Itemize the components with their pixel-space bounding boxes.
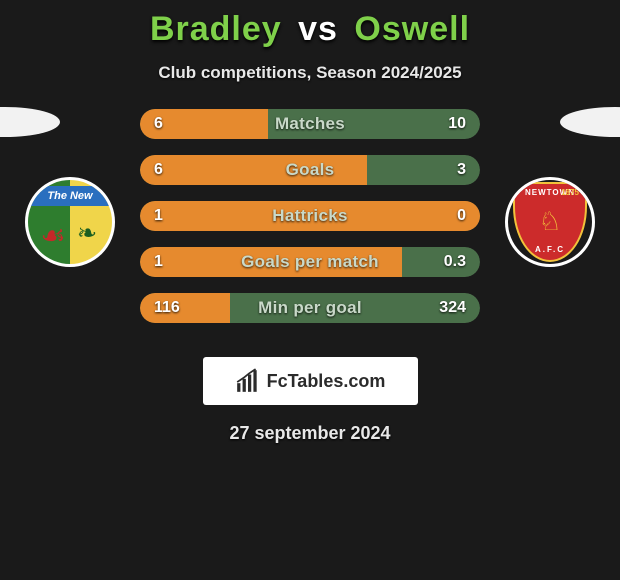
stat-value-left: 1: [154, 247, 163, 277]
stat-value-left: 116: [154, 293, 180, 323]
stat-bar: Matches6 10: [140, 109, 480, 139]
stat-label: Min per goal: [140, 293, 480, 323]
comparison-stage: The New ☙ ❧ NEWTOWN 1875 ♘ A.F.C Matches…: [0, 107, 620, 347]
stat-label: Hattricks: [140, 201, 480, 231]
title-player1: Bradley: [150, 10, 282, 48]
stat-bar: Hattricks1 0: [140, 201, 480, 231]
watermark-text: FcTables.com: [267, 371, 386, 392]
stat-value-left: 6: [154, 155, 163, 185]
crest-right-afc: A.F.C: [535, 245, 565, 254]
stat-bar: Min per goal116 324: [140, 293, 480, 323]
stat-bar: Goals per match1 0.3: [140, 247, 480, 277]
crest-left-top-text: The New: [28, 186, 112, 206]
dragon-icon: ☙: [38, 219, 68, 249]
subtitle: Club competitions, Season 2024/2025: [0, 63, 620, 83]
stat-value-right: 10: [448, 109, 466, 139]
crest-right-year: 1875: [561, 188, 579, 197]
stat-value-left: 6: [154, 109, 163, 139]
bar-chart-icon: [235, 368, 261, 394]
stat-value-right: 324: [439, 293, 466, 323]
stat-value-right: 3: [457, 155, 466, 185]
page-title: Bradley vs Oswell: [0, 0, 620, 49]
stat-value-left: 1: [154, 201, 163, 231]
stat-bar: Goals6 3: [140, 155, 480, 185]
stat-label: Matches: [140, 109, 480, 139]
stat-label: Goals: [140, 155, 480, 185]
club-crest-right: NEWTOWN 1875 ♘ A.F.C: [505, 177, 595, 267]
stat-value-right: 0: [457, 201, 466, 231]
title-player2: Oswell: [354, 10, 470, 48]
club-crest-left: The New ☙ ❧: [25, 177, 115, 267]
stat-value-right: 0.3: [444, 247, 466, 277]
stat-bars: Matches610Goals63Hattricks10Goals per ma…: [140, 109, 480, 339]
title-vs: vs: [298, 10, 338, 48]
bird-icon: ❧: [72, 219, 102, 249]
date-stamp: 27 september 2024: [0, 423, 620, 444]
podium-right: [560, 107, 620, 137]
watermark: FcTables.com: [203, 357, 418, 405]
dragon-icon: ♘: [538, 208, 561, 234]
stat-label: Goals per match: [140, 247, 480, 277]
podium-left: [0, 107, 60, 137]
